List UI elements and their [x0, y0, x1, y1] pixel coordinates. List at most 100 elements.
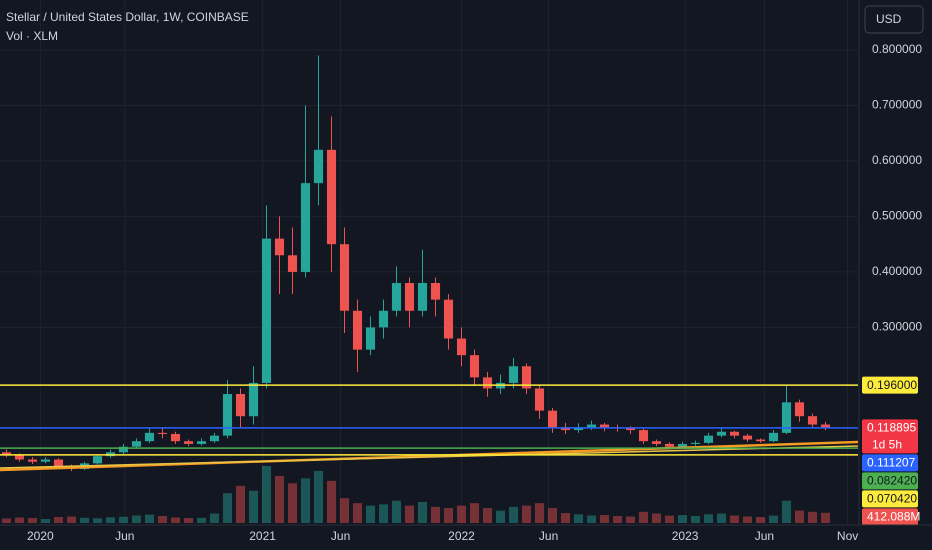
volume-label: 412.088M: [867, 510, 920, 524]
candle-body: [196, 441, 207, 444]
candle-body: [482, 377, 493, 389]
volume-bar: [599, 515, 610, 523]
volume-bar: [781, 500, 792, 523]
volume-bar: [495, 510, 506, 523]
level-label: 0.196000: [867, 378, 917, 392]
y-tick-label: 0.500000: [872, 209, 922, 223]
volume-bar: [417, 501, 428, 523]
volume-bar: [170, 517, 181, 523]
volume-bar: [625, 516, 636, 523]
y-tick-label: 0.300000: [872, 320, 922, 334]
volume-bar: [547, 508, 558, 523]
candle-body: [703, 435, 714, 443]
level-label-box: [862, 454, 918, 472]
level-label: 0.118895: [867, 421, 916, 435]
trend-line: [0, 440, 859, 472]
volume-bar: [638, 511, 649, 523]
volume-bar: [261, 465, 272, 523]
volume-bar: [300, 478, 311, 523]
volume-label-box: [862, 508, 918, 526]
candle-body: [755, 439, 766, 442]
currency-button-label[interactable]: USD: [876, 12, 902, 26]
x-tick-label: Jun: [539, 529, 558, 543]
x-tick-label: Jun: [331, 529, 350, 543]
volume-bar: [651, 513, 662, 523]
candle-body: [729, 431, 740, 436]
candle-body: [313, 149, 324, 184]
candle-body: [144, 432, 155, 442]
candle-body: [781, 402, 792, 433]
x-tick-label: 2020: [27, 529, 54, 543]
level-label-box: [862, 490, 918, 508]
volume-bar: [66, 516, 77, 523]
candle-body: [27, 459, 38, 462]
countdown-label: 1d 5h: [872, 438, 902, 452]
volume-bar: [222, 493, 233, 523]
trend-line: [0, 445, 859, 469]
volume-bar: [27, 518, 38, 523]
candle-body: [638, 430, 649, 442]
time-axis: [0, 525, 932, 550]
volume-bar: [209, 513, 220, 523]
volume-bar: [456, 505, 467, 523]
volume-bar: [248, 490, 259, 523]
volume-bar: [391, 500, 402, 523]
volume-bar: [742, 516, 753, 523]
volume-bar: [352, 503, 363, 523]
candle-body: [716, 431, 727, 436]
candle-body: [92, 456, 103, 464]
candle-body: [456, 338, 467, 356]
volume-bar: [118, 516, 129, 523]
y-tick-label: 0.700000: [872, 98, 922, 112]
candle-body: [261, 238, 272, 383]
volume-bar: [287, 483, 298, 523]
volume-bar: [157, 516, 168, 523]
candle-body: [352, 310, 363, 350]
candle-body: [209, 435, 220, 442]
candle-body: [365, 327, 376, 350]
volume-bar: [14, 517, 25, 523]
volume-bar: [144, 514, 155, 523]
candle-body: [417, 283, 428, 311]
candle-body: [274, 238, 285, 256]
level-label-box: [862, 419, 918, 454]
chart-subtitle: Vol · XLM: [6, 29, 58, 43]
volume-bar: [677, 515, 688, 523]
volume-bar: [794, 510, 805, 523]
volume-bar: [92, 518, 103, 523]
candle-body: [443, 299, 454, 339]
candle-body: [248, 382, 259, 417]
volume-bar: [664, 515, 675, 523]
volume-bar: [820, 512, 831, 523]
level-label-box: [862, 376, 918, 394]
level-label-box: [862, 472, 918, 490]
time-axis-labels: 2020 Jun 2021 Jun 2022 Jun 2023 Jun Nov: [27, 529, 858, 543]
currency-button[interactable]: [864, 5, 924, 34]
candle-body: [651, 441, 662, 444]
volume-pane: [1, 465, 831, 523]
candle-body: [40, 459, 51, 462]
volume-bar: [378, 504, 389, 523]
volume-bar: [196, 517, 207, 523]
candle-body: [573, 427, 584, 431]
volume-bar: [521, 505, 532, 523]
volume-bar: [79, 517, 90, 523]
candle-body: [378, 310, 389, 328]
volume-bar: [508, 506, 519, 523]
candle-body: [521, 366, 532, 389]
y-tick-label: 0.600000: [872, 153, 922, 167]
volume-bar: [339, 498, 350, 523]
y-tick-label: 0.400000: [872, 264, 922, 278]
volume-bar: [365, 505, 376, 523]
volume-bar: [40, 519, 51, 523]
price-axis: 0.300000 0.400000 0.500000 0.600000 0.700000…: [872, 42, 922, 333]
volume-bar: [573, 514, 584, 523]
candle-body: [222, 394, 233, 436]
candles: [1, 55, 831, 472]
candle-body: [677, 443, 688, 447]
volume-bar: [53, 517, 64, 523]
candle-body: [287, 255, 298, 272]
level-labels: 0.196000 0.118895 1d 5h 0.111207 0.082420 0.0…: [862, 376, 920, 526]
volume-bar: [430, 506, 441, 523]
